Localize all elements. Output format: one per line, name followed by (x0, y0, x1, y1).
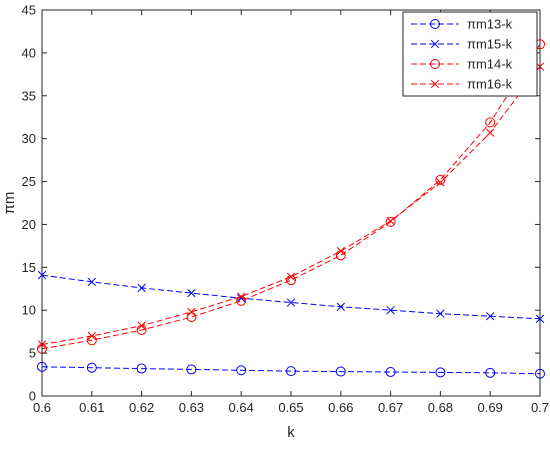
y-tick-label: 35 (22, 88, 36, 103)
data-point (236, 365, 247, 376)
legend-marker (430, 59, 440, 69)
data-point (187, 288, 196, 298)
x-tick-label: 0.63 (179, 400, 204, 415)
series-line (41, 366, 541, 375)
legend-label: πm16-k (467, 77, 513, 92)
x-tick-label: 0.64 (229, 400, 254, 415)
y-tick-label: 25 (22, 174, 36, 189)
data-point (286, 275, 296, 286)
series-line (41, 274, 541, 320)
x-tick-label: 0.69 (478, 400, 503, 415)
data-point (385, 216, 396, 227)
data-point (187, 307, 196, 317)
y-tick-label: 40 (22, 45, 36, 60)
data-point (286, 366, 296, 377)
data-point (435, 367, 446, 378)
data-point (87, 277, 96, 287)
series-line (41, 66, 541, 345)
y-tick-label: 20 (22, 217, 36, 232)
data-point (87, 331, 96, 341)
y-tick-label: 30 (22, 131, 36, 146)
data-point (186, 364, 197, 375)
x-tick-label: 0.6 (33, 400, 51, 415)
y-tick-label: 10 (22, 303, 36, 318)
y-tick-label: 15 (22, 260, 36, 275)
legend-label: πm13-k (467, 17, 513, 32)
legend: πm13-k πm15-k πm14-k πm16-k (402, 11, 538, 97)
data-point (486, 312, 495, 321)
data-point (385, 366, 396, 377)
legend-marker (430, 79, 440, 89)
x-tick-label: 0.7 (531, 400, 549, 415)
legend-label: πm15-k (467, 37, 513, 52)
data-point (335, 366, 346, 377)
legend-box (402, 11, 538, 97)
data-point (336, 246, 345, 256)
y-axis-label: πm (1, 192, 18, 215)
x-tick-label: 0.67 (378, 400, 403, 415)
data-point (137, 283, 146, 293)
series-layer (37, 39, 545, 379)
legend-marker (430, 39, 440, 49)
x-tick-label: 0.61 (79, 400, 104, 415)
x-tick-label: 0.66 (328, 400, 353, 415)
data-point (486, 128, 495, 137)
data-point (436, 309, 445, 318)
data-point (286, 298, 296, 307)
y-tick-label: 0 (29, 389, 36, 404)
data-point (336, 302, 345, 311)
data-point (386, 216, 395, 226)
x-tick-label: 0.68 (428, 400, 453, 415)
data-point (286, 272, 296, 281)
data-point (136, 363, 147, 374)
data-point (435, 174, 446, 185)
x-tick-label: 0.65 (278, 400, 303, 415)
y-tick-label: 5 (29, 346, 36, 361)
data-point (436, 178, 445, 187)
data-point (137, 321, 146, 330)
data-point (86, 362, 97, 373)
y-tick-label: 45 (22, 3, 36, 18)
data-point (485, 117, 496, 128)
data-point (237, 292, 246, 301)
data-point (386, 306, 395, 315)
x-tick-label: 0.62 (129, 400, 154, 415)
legend-label: πm14-k (467, 57, 513, 72)
series-line (41, 44, 541, 350)
legend-marker (430, 19, 440, 29)
axes: 0.6 0.61 0.62 0.63 0.64 0.65 0.66 0.67 0.68 0.69 0… (22, 3, 550, 416)
data-point (485, 367, 496, 378)
x-axis-label: k (287, 424, 295, 441)
series-0 (37, 361, 545, 379)
